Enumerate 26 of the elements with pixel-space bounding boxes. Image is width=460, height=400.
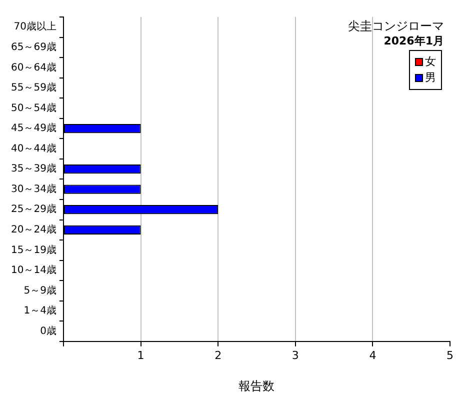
- y-tick-label: 10～14歳: [10, 264, 56, 276]
- y-tick-label: 40～44歳: [10, 142, 56, 154]
- x-tick-label: 3: [292, 348, 299, 362]
- x-axis-title: 報告数: [238, 378, 275, 393]
- y-tick-label: 35～39歳: [10, 162, 56, 175]
- y-tick-label: 50～54歳: [10, 102, 56, 114]
- y-tick-label: 60～64歳: [10, 61, 56, 74]
- text: 2026年1月: [384, 34, 444, 48]
- x-tick-label: 1: [137, 348, 144, 362]
- y-tick-label: 45～49歳: [10, 122, 56, 134]
- y-tick-label: 25～29歳: [10, 203, 56, 216]
- y-tick-label: 55～59歳: [10, 82, 56, 94]
- y-tick-label: 30～34歳: [10, 182, 56, 195]
- y-tick-label: 15～19歳: [10, 244, 56, 256]
- legend-label: 女: [425, 54, 436, 70]
- y-tick-label: 70歳以上: [14, 20, 56, 33]
- y-tick-label: 1～4歳: [24, 304, 56, 317]
- x-tick-label: 4: [369, 348, 376, 362]
- x-tick-label: 5: [446, 348, 454, 362]
- chart-title: 尖圭コンジローマ: [348, 19, 444, 34]
- y-tick-label: 20～24歳: [10, 223, 56, 236]
- x-tick-label: 2: [214, 348, 222, 362]
- legend-label: 男: [425, 70, 436, 86]
- y-tick-label: 5～9歳: [24, 284, 56, 296]
- y-tick-label: 65～69歳: [10, 41, 56, 54]
- y-tick-label: 0歳: [40, 324, 56, 337]
